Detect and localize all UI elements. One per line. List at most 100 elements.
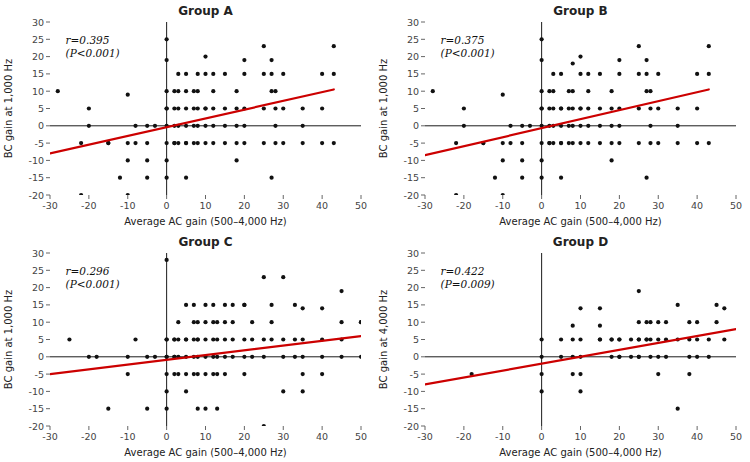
y-tick-label: -15 xyxy=(28,403,44,414)
y-tick xyxy=(421,356,425,357)
x-tick xyxy=(541,426,542,430)
scatter-point xyxy=(637,320,641,324)
scatter-point xyxy=(145,141,149,145)
scatter-point xyxy=(359,355,361,359)
x-tick-label: -20 xyxy=(81,431,97,442)
plot-area xyxy=(50,258,361,426)
y-tick xyxy=(46,356,50,357)
x-tick xyxy=(619,195,620,199)
y-tick xyxy=(46,125,50,126)
scatter-point xyxy=(540,176,544,180)
scatter-point xyxy=(332,141,336,145)
scatter-point xyxy=(269,176,273,180)
scatter-point xyxy=(571,61,575,65)
x-tick xyxy=(580,195,581,199)
y-tick xyxy=(421,374,425,375)
y-tick xyxy=(421,426,425,427)
y-tick xyxy=(421,56,425,57)
scatter-point xyxy=(644,337,648,341)
scatter-point xyxy=(165,58,169,62)
annotation: (P<0.001) xyxy=(66,47,120,59)
scatter-point xyxy=(559,141,563,145)
scatter-point xyxy=(196,89,200,93)
x-tick-label: 30 xyxy=(652,200,664,211)
y-tick-label: 5 xyxy=(38,334,44,345)
scatter-point xyxy=(172,141,176,145)
scatter-point xyxy=(133,124,137,128)
scatter-point xyxy=(165,372,169,376)
scatter-point xyxy=(520,141,524,145)
y-tick-label: 10 xyxy=(32,317,44,328)
scatter-point xyxy=(644,58,648,62)
scatter-point xyxy=(339,289,343,293)
y-tick-label: 15 xyxy=(407,299,419,310)
scatter-point xyxy=(172,89,176,93)
y-tick-label: -20 xyxy=(28,421,44,432)
scatter-point xyxy=(211,106,215,110)
scatter-point xyxy=(301,337,305,341)
scatter-point xyxy=(172,337,176,341)
scatter-point xyxy=(559,72,563,76)
scatter-point xyxy=(637,337,641,341)
scatter-point xyxy=(250,355,254,359)
x-axis-label: Average AC gain (500–4,000 Hz) xyxy=(124,216,286,227)
y-tick xyxy=(46,39,50,40)
scatter-point xyxy=(547,141,551,145)
scatter-point xyxy=(359,320,361,324)
x-tick xyxy=(658,426,659,430)
scatter-point xyxy=(145,355,149,359)
scatter-point xyxy=(145,407,149,411)
scatter-point xyxy=(629,337,633,341)
scatter-point xyxy=(578,55,582,59)
scatter-point xyxy=(133,141,137,145)
y-tick-label: 10 xyxy=(407,86,419,97)
scatter-point xyxy=(192,372,196,376)
plot-area xyxy=(50,37,336,195)
scatter-point xyxy=(223,124,227,128)
scatter-point xyxy=(184,303,188,307)
x-tick-label: -30 xyxy=(417,431,433,442)
x-tick-label: -30 xyxy=(42,200,58,211)
scatter-point xyxy=(215,337,219,341)
scatter-point xyxy=(571,372,575,376)
scatter-point xyxy=(501,193,505,195)
scatter-point xyxy=(79,193,83,195)
scatter-point xyxy=(656,106,660,110)
scatter-point xyxy=(203,106,207,110)
scatter-point xyxy=(571,106,575,110)
scatter-point xyxy=(203,141,207,145)
scatter-point xyxy=(320,355,324,359)
scatter-point xyxy=(281,389,285,393)
scatter-point xyxy=(126,141,130,145)
scatter-point xyxy=(540,58,544,62)
y-tick xyxy=(421,287,425,288)
scatter-point xyxy=(203,124,207,128)
title: Group C xyxy=(178,235,232,249)
scatter-point xyxy=(301,389,305,393)
scatter-point xyxy=(242,372,246,376)
y-tick xyxy=(421,39,425,40)
scatter-point xyxy=(242,355,246,359)
scatter-point xyxy=(617,58,621,62)
y-tick-label: -20 xyxy=(403,421,419,432)
scatter-point xyxy=(586,89,590,93)
scatter-point xyxy=(172,372,176,376)
x-tick-label: 20 xyxy=(238,431,250,442)
scatter-point xyxy=(145,176,149,180)
annotation: (P<0.001) xyxy=(66,278,120,290)
scatter-point xyxy=(250,337,254,341)
scatter-point xyxy=(203,106,207,110)
scatter-point xyxy=(281,275,285,279)
regression-line xyxy=(50,336,361,374)
scatter-point xyxy=(714,320,718,324)
scatter-point xyxy=(617,337,621,341)
y-tick-label: 25 xyxy=(407,265,419,276)
scatter-point xyxy=(153,355,157,359)
scatter-point xyxy=(273,106,277,110)
scatter-point xyxy=(281,355,285,359)
scatter-point xyxy=(165,407,169,411)
scatter-point xyxy=(153,124,157,128)
scatter-point xyxy=(145,124,149,128)
scatter-point xyxy=(184,72,188,76)
scatter-point xyxy=(184,372,188,376)
